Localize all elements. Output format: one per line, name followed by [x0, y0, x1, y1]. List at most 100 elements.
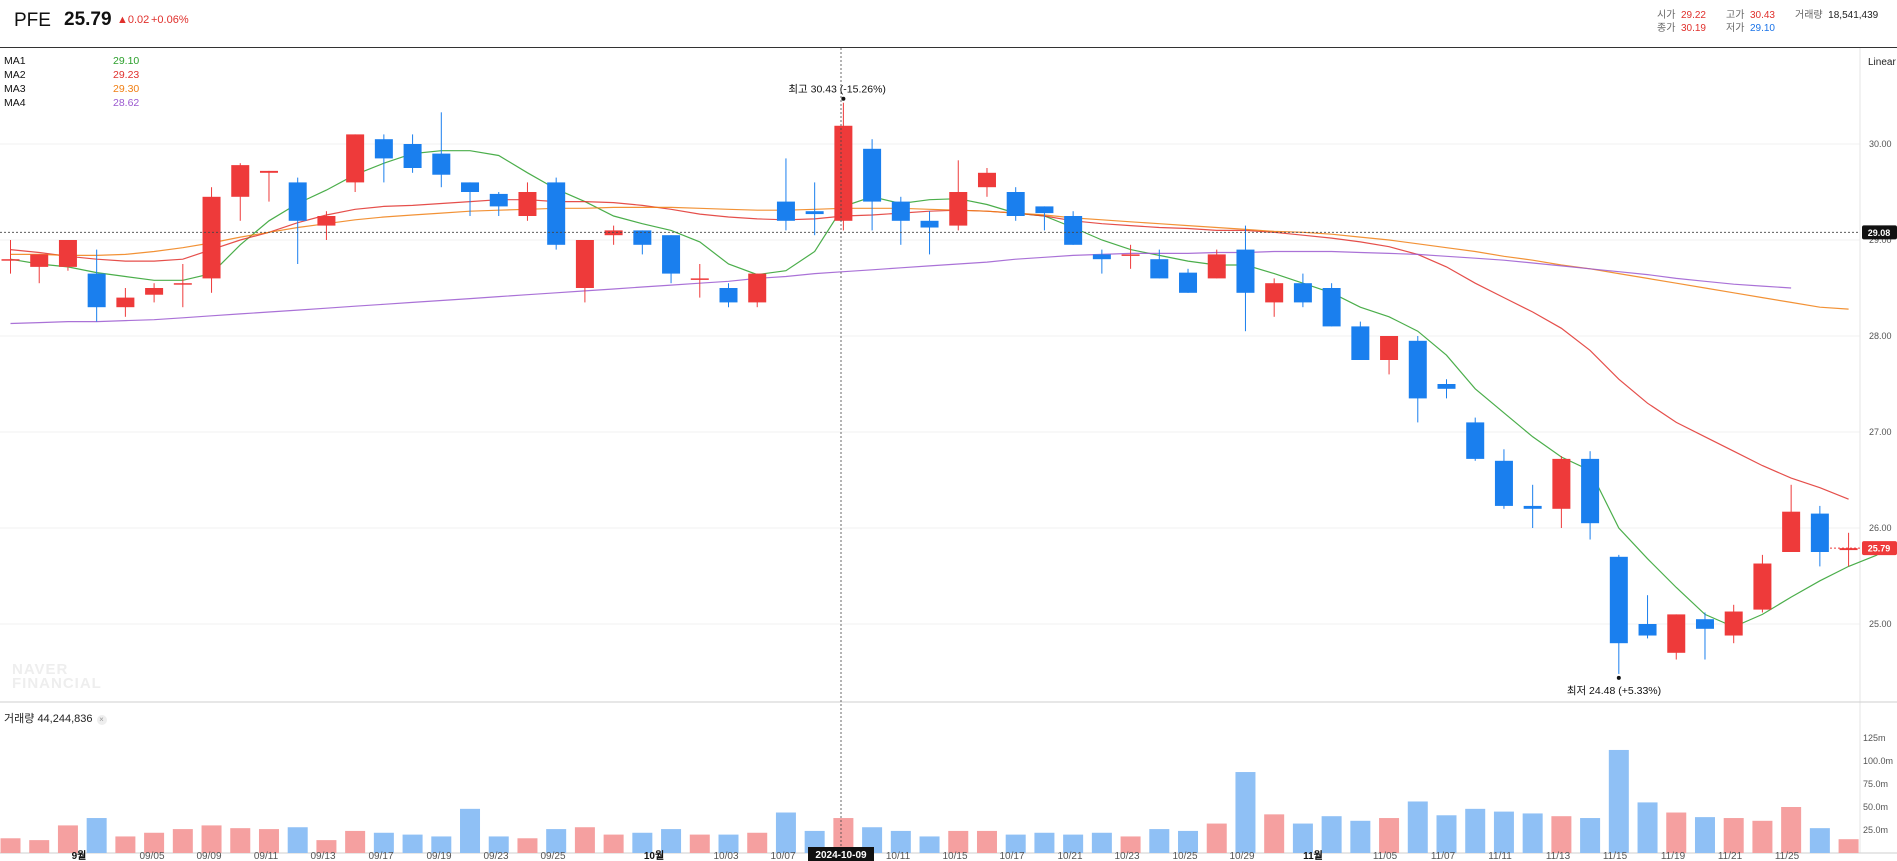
candle-body — [776, 201, 795, 221]
volume-bar — [1522, 813, 1543, 853]
volume-bar — [1063, 834, 1084, 853]
candle-body — [1150, 259, 1169, 279]
volume-bar — [460, 808, 481, 853]
volume-bar — [1034, 832, 1055, 853]
open-label: 시가 — [1657, 10, 1676, 21]
x-tick-label: 11/15 — [1603, 851, 1628, 861]
current-price: 25.79 — [64, 9, 112, 30]
volume-bar — [1264, 814, 1285, 853]
candle-body — [690, 278, 709, 280]
candle-body — [432, 153, 451, 175]
volume-bar — [1436, 815, 1457, 853]
low-marker — [1616, 675, 1621, 680]
x-tick-label: 09/11 — [254, 851, 279, 861]
high-label: 고가 — [1726, 10, 1745, 21]
candle-body — [863, 148, 882, 202]
volume-tick-label: 25.0m — [1863, 825, 1888, 835]
ma4-legend: MA4 28.62 — [4, 97, 140, 109]
candle-body — [518, 192, 537, 216]
x-tick-label: 10/15 — [942, 851, 967, 861]
close-label: 종가 — [1657, 23, 1676, 34]
x-tick-label: 9월 — [72, 850, 87, 861]
x-tick-label: 11/05 — [1373, 851, 1398, 861]
ma-legend: MA1 29.10 MA2 29.23 MA3 29.30 MA4 28.62 — [4, 54, 144, 110]
candle-body — [1293, 283, 1312, 303]
candle-body — [1552, 458, 1571, 509]
close-value: 30.19 — [1680, 23, 1706, 34]
stock-chart[interactable]: 30.00 29.00 28.00 27.00 26.00 25.00 125m 100.0m… — [0, 48, 1897, 861]
volume-bar — [1809, 828, 1830, 853]
candle-body — [748, 273, 767, 303]
x-tick-label: 10/23 — [1114, 851, 1139, 861]
low-annotation: 최저 24.48 (+5.33%) — [1567, 685, 1661, 697]
candle-body — [891, 201, 910, 221]
candle-body — [1753, 563, 1772, 610]
x-tick-label: 09/13 — [310, 851, 335, 861]
chart-header: PFE 25.79 ▲0.02 +0.06% 시가 29.22 종가 30.19… — [0, 0, 1897, 48]
volume-value: 18,541,439 — [1828, 10, 1879, 21]
x-tick-label: 09/23 — [483, 851, 508, 861]
volume-bar — [488, 836, 509, 853]
candle-body — [719, 288, 738, 303]
volume-tick-label: 125m — [1863, 733, 1886, 743]
volume-label: 거래량 — [1795, 10, 1823, 21]
volume-bar — [29, 840, 50, 853]
candle-body — [1581, 458, 1600, 524]
volume-bar — [775, 812, 796, 853]
x-tick-label: 10/29 — [1229, 851, 1254, 861]
price-tick-label: 25.00 — [1869, 619, 1892, 629]
candle-body — [1782, 511, 1801, 552]
volume-tick-label: 50.0m — [1863, 802, 1888, 812]
candle-body — [1035, 206, 1054, 214]
volume-bar — [603, 834, 624, 853]
price-tick-label: 28.00 — [1869, 331, 1892, 341]
candle-body — [1179, 272, 1198, 293]
high-marker — [841, 96, 846, 101]
volume-bar — [144, 832, 165, 853]
close-icon[interactable]: × — [96, 715, 107, 725]
volume-bar — [1781, 807, 1802, 853]
volume-bar — [1292, 823, 1313, 853]
volume-bar — [747, 832, 768, 853]
volume-bar — [1149, 829, 1170, 853]
candle-body — [604, 230, 623, 236]
scale-mode-toggle[interactable]: Linear — [1868, 57, 1896, 68]
candle-body — [949, 192, 968, 226]
volume-bar — [718, 834, 739, 853]
x-tick-label: 11/19 — [1661, 851, 1686, 861]
x-tick-label: 10/25 — [1172, 851, 1197, 861]
crosshair-price-label: 29.08 — [1868, 228, 1891, 238]
candle-body — [1523, 505, 1542, 509]
ohlc-volume: 거래량 18,541,439 — [1795, 9, 1878, 22]
x-tick-label: 09/19 — [426, 851, 451, 861]
candle-body — [1810, 513, 1829, 552]
candle-body — [633, 230, 652, 245]
low-label: 저가 — [1726, 23, 1745, 34]
volume-bar — [1637, 802, 1658, 853]
x-tick-label: 10/03 — [713, 851, 738, 861]
candle-body — [1, 259, 20, 261]
low-value: 29.10 — [1749, 23, 1775, 34]
x-tick-label: 09/17 — [368, 851, 393, 861]
volume-bar — [431, 836, 452, 853]
volume-bar — [890, 830, 911, 853]
candle-body — [403, 144, 422, 168]
candle-body — [346, 134, 365, 183]
open-value: 29.22 — [1680, 10, 1706, 21]
x-tick-label: 11/11 — [1488, 851, 1512, 861]
price-tick-label: 30.00 — [1869, 139, 1892, 149]
candle-body — [920, 220, 939, 228]
candle-body — [575, 240, 594, 288]
volume-bar — [517, 838, 538, 853]
volume-bar — [1465, 808, 1486, 853]
volume-bar — [1206, 823, 1227, 853]
high-value: 30.43 — [1749, 10, 1775, 21]
candle-body — [1695, 619, 1714, 629]
candle-body — [317, 216, 336, 226]
candle-body — [1265, 283, 1284, 303]
candle-body — [1638, 624, 1657, 636]
volume-bar — [1235, 772, 1256, 853]
x-tick-label: 10월 — [644, 850, 664, 861]
candle-body — [1207, 254, 1226, 279]
volume-bar — [689, 834, 710, 853]
